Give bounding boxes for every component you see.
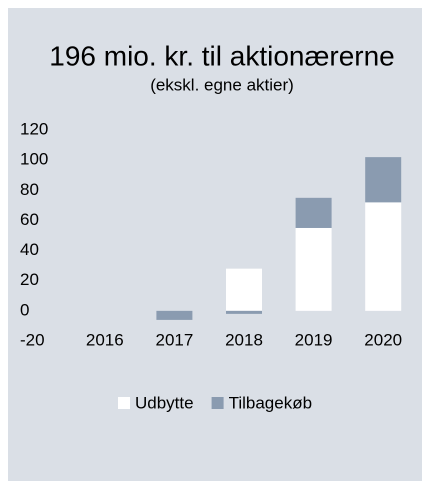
x-tick-label: 2017 <box>155 330 193 349</box>
y-tick-label: 0 <box>20 300 29 319</box>
x-tick-label: 2018 <box>225 330 263 349</box>
bar-segment <box>365 202 402 311</box>
bar-segment <box>226 268 262 311</box>
chart-title: 196 mio. kr. til aktionærerne <box>49 40 395 71</box>
y-tick-label: -20 <box>20 330 45 349</box>
legend-swatch <box>118 397 130 409</box>
bar-segment <box>295 227 332 311</box>
legend-label: Tilbagekøb <box>229 393 312 412</box>
legend-label: Udbytte <box>135 393 194 412</box>
y-tick-label: 40 <box>20 240 39 259</box>
x-tick-label: 2016 <box>86 330 124 349</box>
bar-segment <box>226 310 262 314</box>
bar-segment <box>156 310 193 320</box>
x-tick-label: 2020 <box>364 330 402 349</box>
y-tick-label: 20 <box>20 270 39 289</box>
bar-segment <box>365 157 402 203</box>
y-tick-label: 60 <box>20 210 39 229</box>
x-tick-label: 2019 <box>295 330 333 349</box>
y-tick-label: 80 <box>20 180 39 199</box>
chart-subtitle: (ekskl. egne aktier) <box>150 75 294 94</box>
y-tick-label: 120 <box>20 119 48 138</box>
y-tick-label: 100 <box>20 150 48 169</box>
bar-segment <box>295 197 332 228</box>
legend-swatch <box>211 397 224 409</box>
